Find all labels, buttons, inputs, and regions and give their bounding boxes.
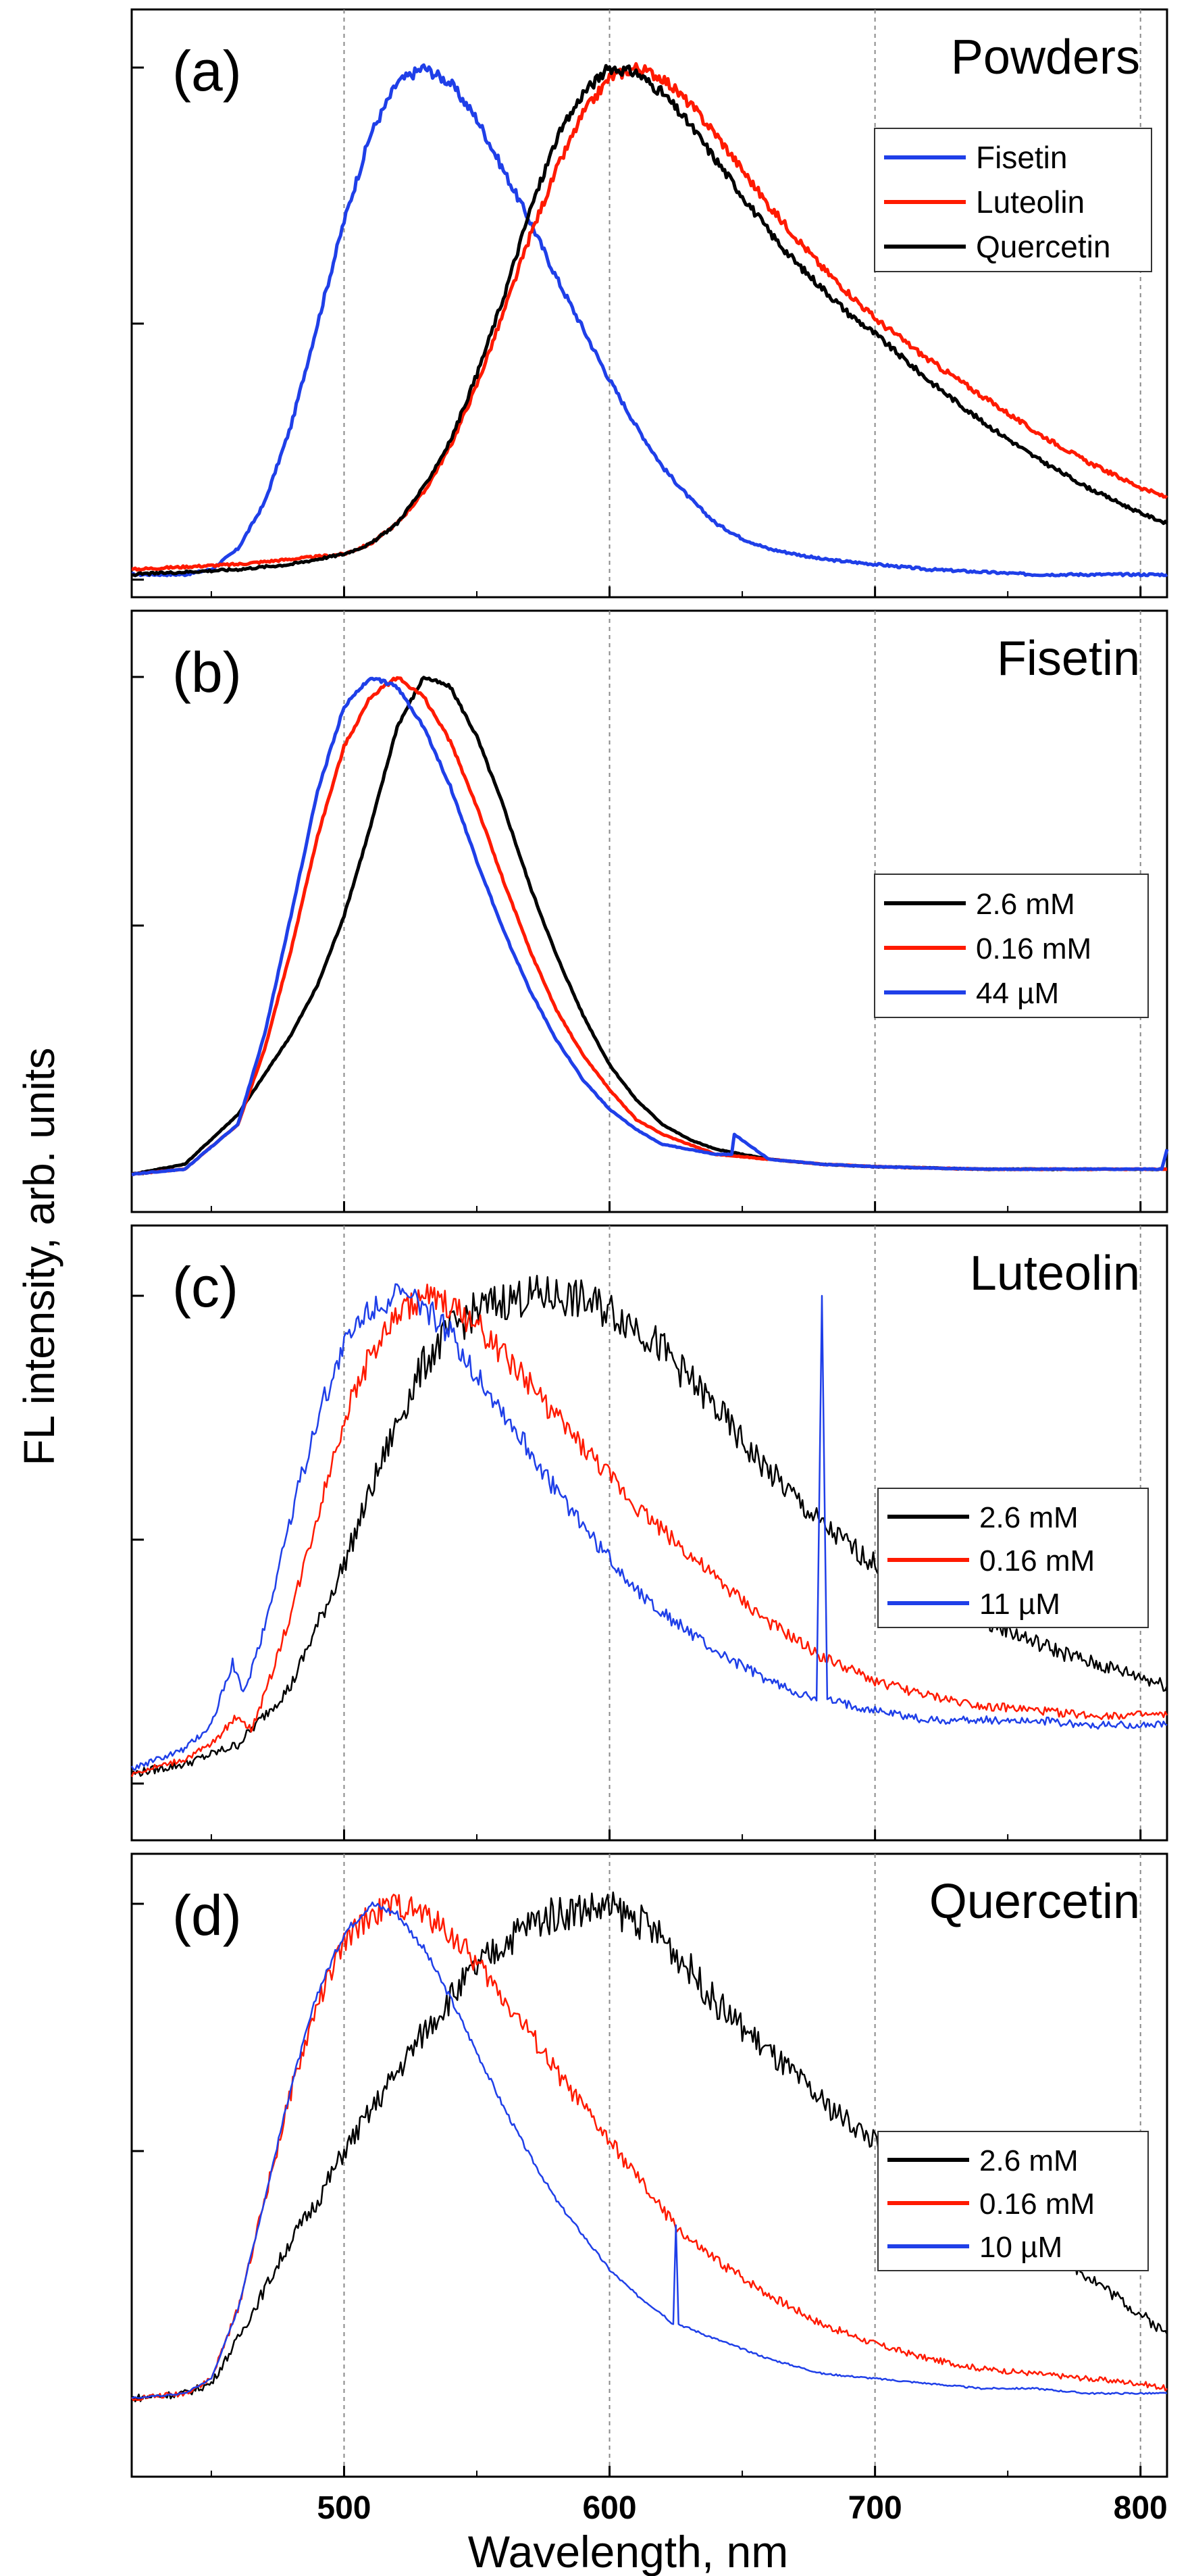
legend-entry: Luteolin: [976, 184, 1085, 220]
legend-entry: Fisetin: [976, 140, 1067, 175]
legend-entry: 2.6 mM: [979, 1501, 1079, 1534]
series-line-fisetin: [131, 63, 1168, 578]
legend-entry: 11 µM: [979, 1588, 1060, 1621]
x-axis-label: Wavelength, nm: [468, 2527, 788, 2576]
panel-label: (a): [172, 39, 242, 103]
legend-entry: 2.6 mM: [979, 2144, 1079, 2177]
legend-entry: 10 µM: [979, 2231, 1062, 2264]
panel-label: (b): [172, 640, 242, 704]
x-tick-label-800: 800: [1114, 2490, 1168, 2526]
panel-d: 500 600 700 800 (d) Quercetin 2.6 mM 0.16 mM 10 …: [130, 1852, 1168, 2526]
series-line-luteolin: [131, 61, 1168, 572]
series-line-0-16-mm: [130, 1283, 1168, 1777]
plot-frame: [130, 8, 1168, 599]
panel-title: Fisetin: [997, 632, 1140, 686]
panel-label: (c): [172, 1255, 238, 1319]
panel-b: (b) Fisetin 2.6 mM 0.16 mM 44 µM: [130, 609, 1169, 1213]
series-line-quercetin: [131, 64, 1168, 578]
series-line-11-m: [130, 1283, 1168, 1771]
legend-entry: 0.16 mM: [979, 1544, 1095, 1577]
plot-frame: [130, 609, 1168, 1213]
panel-a: (a) Powders Fisetin Luteolin Quercetin: [130, 8, 1168, 599]
panel-title: Luteolin: [970, 1246, 1140, 1300]
y-axis-label: FL intensity, arb. units: [15, 1048, 63, 1466]
x-tick-label-600: 600: [582, 2490, 636, 2526]
plot-frame: [130, 1852, 1168, 2478]
panel-c: (c) Luteolin 2.6 mM 0.16 mM 11 µM: [130, 1224, 1168, 1842]
panel-title: Quercetin: [929, 1875, 1140, 1929]
plot-frame: [130, 1224, 1168, 1842]
x-tick-label-500: 500: [317, 2490, 371, 2526]
x-tick-label-700: 700: [848, 2490, 902, 2526]
legend-entry: 44 µM: [976, 977, 1059, 1010]
legend-entry: Quercetin: [976, 229, 1110, 264]
panel-label: (d): [172, 1884, 242, 1947]
legend-entry: 0.16 mM: [979, 2188, 1095, 2221]
legend-entry: 0.16 mM: [976, 932, 1091, 965]
series-line-0-16-mm: [130, 1894, 1168, 2402]
legend-entry: 2.6 mM: [976, 888, 1075, 921]
panel-title: Powders: [951, 30, 1140, 84]
series-line-44-m: [131, 676, 1169, 1176]
series-line-10-m: [131, 1901, 1168, 2399]
